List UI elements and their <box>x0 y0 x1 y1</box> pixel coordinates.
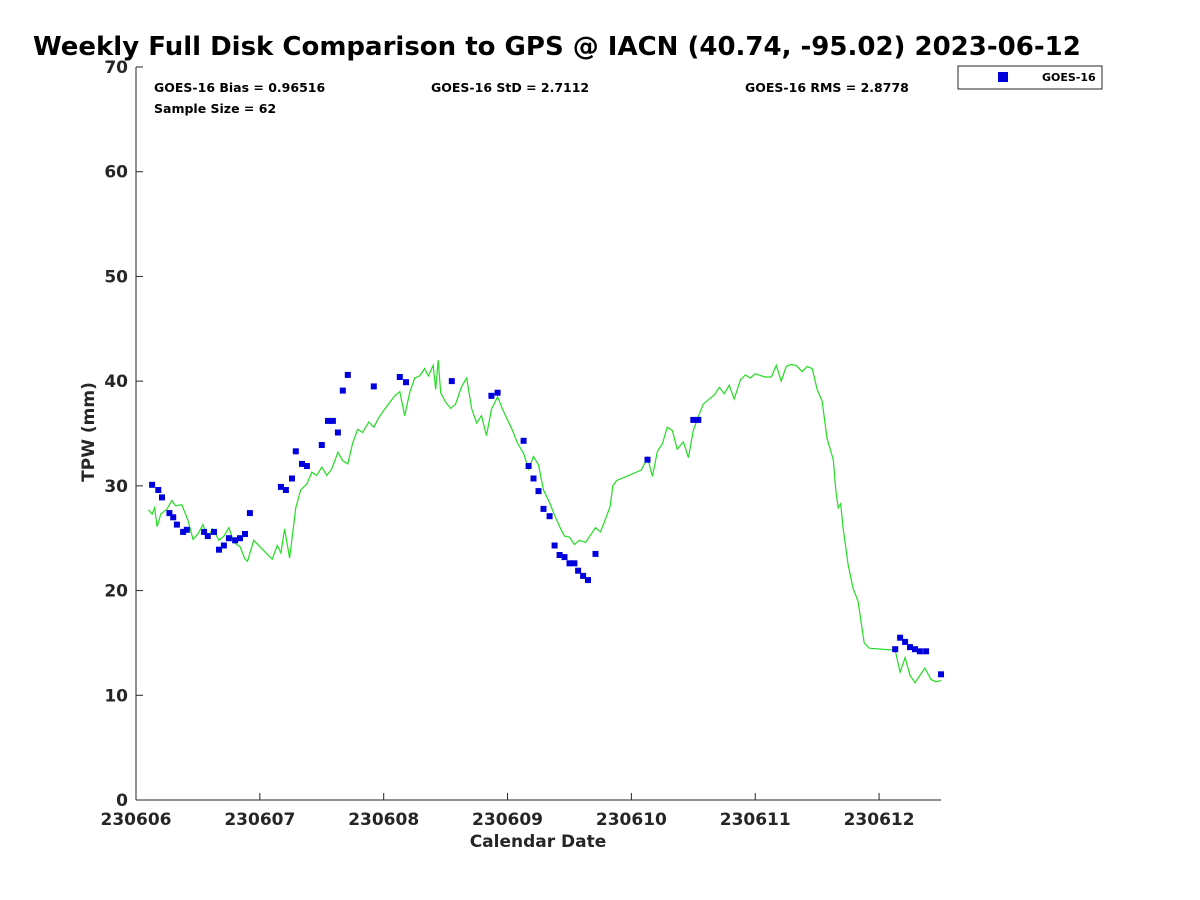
goes16-point <box>644 456 651 463</box>
rms-stat: GOES-16 RMS = 2.8778 <box>745 80 909 95</box>
goes16-point <box>183 526 190 533</box>
goes16-point <box>580 572 587 579</box>
goes16-point <box>277 483 284 490</box>
goes16-point <box>690 416 697 423</box>
goes16-point <box>211 528 217 535</box>
goes16-point <box>204 533 211 540</box>
x-axis-ticks: 230606 230607 230608 230609 230610 230611 2306… <box>101 793 915 830</box>
goes16-point <box>170 514 177 521</box>
goes16-point <box>344 371 351 378</box>
goes16-point <box>571 560 578 567</box>
goes16-point <box>561 554 568 561</box>
goes16-point <box>159 494 165 501</box>
y-tick-label: 40 <box>104 372 128 392</box>
goes16-point <box>902 638 909 645</box>
goes16-point <box>923 648 930 655</box>
goes16-point <box>916 648 923 655</box>
std-stat: GOES-16 StD = 2.7112 <box>431 80 589 95</box>
x-tick-label: 230612 <box>844 810 915 830</box>
goes16-point <box>334 429 341 436</box>
goes16-point <box>396 374 403 380</box>
goes16-point <box>339 387 346 394</box>
legend-marker <box>998 72 1008 82</box>
goes16-point <box>325 417 331 424</box>
y-tick-label: 70 <box>104 58 128 78</box>
bias-stat: GOES-16 Bias = 0.96516 <box>154 80 325 95</box>
goes16-point <box>173 521 180 528</box>
goes16-point <box>232 537 239 544</box>
y-axis-ticks: 0 10 20 30 40 50 60 70 <box>104 58 143 811</box>
goes16-point <box>216 546 222 553</box>
goes16-point <box>246 510 253 517</box>
goes16-point <box>695 416 702 423</box>
goes16-point <box>938 671 944 678</box>
goes16-point <box>535 488 542 495</box>
goes16-point <box>488 392 495 399</box>
goes16-point <box>540 505 547 512</box>
y-tick-label: 30 <box>104 477 128 497</box>
goes16-point <box>242 531 248 537</box>
goes16-point <box>303 463 310 469</box>
goes16-point <box>907 644 913 651</box>
goes16-point <box>525 463 532 469</box>
goes16-point <box>166 510 173 517</box>
goes16-point <box>551 542 558 549</box>
goes16-point <box>220 542 227 549</box>
y-tick-label: 0 <box>116 791 128 811</box>
x-tick-label: 230609 <box>472 810 543 830</box>
goes16-point <box>329 417 336 424</box>
goes16-point <box>575 567 582 574</box>
legend: GOES-16 <box>957 65 1103 90</box>
gps-tpw-line <box>147 360 942 684</box>
y-tick-label: 10 <box>104 686 128 706</box>
legend-box <box>957 65 1103 90</box>
goes16-point <box>180 528 187 535</box>
goes16-point <box>289 475 295 482</box>
goes16-point <box>556 552 563 558</box>
y-tick-label: 20 <box>104 582 128 602</box>
goes16-point <box>448 378 455 385</box>
goes16-point <box>546 513 553 520</box>
goes16-point <box>912 646 918 653</box>
plot-series <box>147 360 944 684</box>
y-tick-label: 50 <box>104 267 128 287</box>
goes16-point <box>494 389 501 396</box>
goes16-point <box>225 535 232 542</box>
goes16-point <box>520 437 527 444</box>
goes16-point <box>530 475 537 482</box>
x-axis-label: Calendar Date <box>470 832 607 852</box>
goes16-point <box>282 487 289 493</box>
x-tick-label: 230610 <box>596 810 667 830</box>
goes16-point <box>370 383 377 390</box>
goes16-point <box>149 481 156 488</box>
y-axis-label: TPW (mm) <box>79 382 99 482</box>
chart-title: Weekly Full Disk Comparison to GPS @ IAC… <box>33 32 1081 62</box>
goes16-point <box>566 560 573 567</box>
goes16-point <box>585 577 591 584</box>
x-tick-label: 230608 <box>348 810 419 830</box>
goes16-point <box>592 550 599 557</box>
goes16-point <box>237 535 243 542</box>
goes16-point <box>155 487 162 493</box>
goes16-point <box>892 646 899 653</box>
x-tick-label: 230606 <box>101 810 172 830</box>
goes16-point <box>201 528 208 535</box>
y-tick-label: 60 <box>104 163 128 183</box>
goes16-point <box>299 460 305 467</box>
sample-size-stat: Sample Size = 62 <box>154 101 276 116</box>
goes16-point <box>318 442 325 448</box>
legend-label: GOES-16 <box>1042 71 1096 84</box>
goes16-point <box>403 379 409 386</box>
goes16-point <box>292 448 299 455</box>
x-tick-label: 230611 <box>720 810 791 830</box>
x-tick-label: 230607 <box>224 810 295 830</box>
goes16-point <box>897 634 904 641</box>
